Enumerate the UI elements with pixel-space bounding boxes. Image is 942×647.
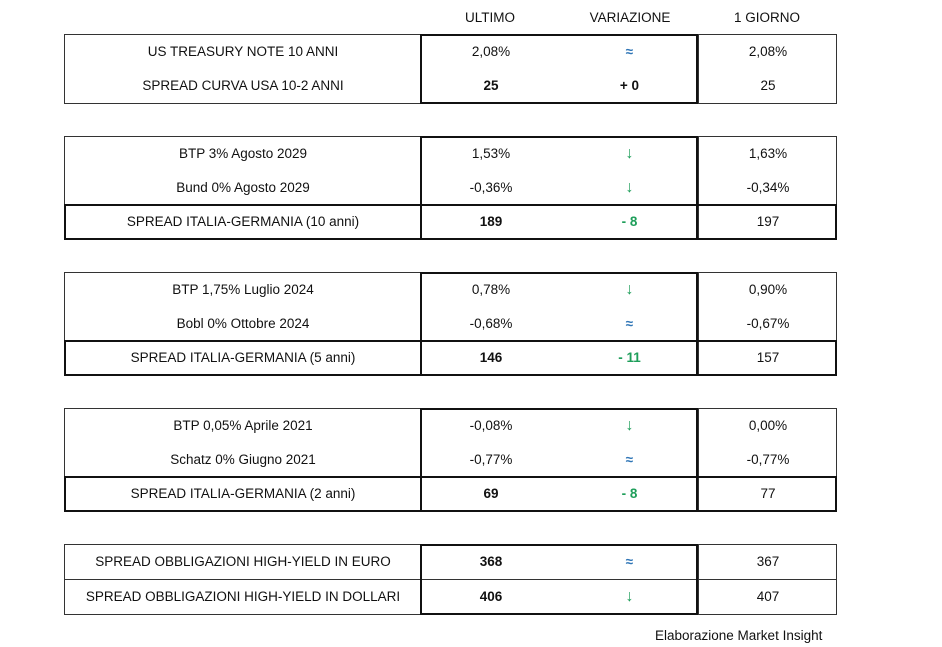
row-label: SPREAD ITALIA-GERMANIA (5 anni) (130, 350, 356, 365)
table-row: SPREAD OBBLIGAZIONI HIGH-YIELD IN DOLLAR… (65, 579, 836, 614)
table-row: Bund 0% Agosto 2029 -0,36% ↓ -0,34% (65, 171, 836, 205)
spread-total-row: SPREAD ITALIA-GERMANIA (2 anni) 69 - 8 7… (64, 476, 837, 512)
values-column-frame (420, 544, 698, 615)
1-giorno-value: 77 (760, 486, 776, 501)
source-footer: Elaborazione Market Insight (655, 628, 823, 643)
row-label: SPREAD CURVA USA 10-2 ANNI (142, 78, 344, 93)
1-giorno-value: -0,34% (746, 180, 790, 195)
ultimo-value: 146 (479, 350, 503, 365)
row-label: SPREAD OBBLIGAZIONI HIGH-YIELD IN EURO (95, 554, 391, 569)
ultimo-value: 189 (479, 214, 503, 229)
arrow-down-icon: ↓ (625, 588, 634, 605)
table-row: SPREAD CURVA USA 10-2 ANNI 25 + 0 25 (65, 69, 836, 103)
table-row: Schatz 0% Giugno 2021 -0,77% ≈ -0,77% (65, 443, 836, 477)
ultimo-value: 368 (479, 554, 503, 569)
variazione-value: + 0 (619, 78, 640, 93)
table-row: BTP 0,05% Aprile 2021 -0,08% ↓ 0,00% (65, 409, 836, 443)
values-column-frame (420, 408, 698, 512)
approx-icon: ≈ (625, 44, 634, 59)
1-giorno-value: 407 (756, 589, 780, 604)
1-giorno-value: 0,00% (748, 418, 788, 433)
ultimo-value: -0,08% (469, 418, 513, 433)
1-giorno-value: 2,08% (748, 44, 788, 59)
header-1-giorno: 1 GIORNO (733, 10, 800, 25)
values-column-frame (420, 34, 698, 104)
ultimo-value: -0,68% (469, 316, 513, 331)
approx-icon: ≈ (625, 452, 634, 467)
variazione-value: - 11 (618, 350, 641, 365)
quote-table: BTP 3% Agosto 2029 1,53% ↓ 1,63% Bund 0% … (64, 136, 837, 240)
row-label: SPREAD ITALIA-GERMANIA (10 anni) (126, 214, 360, 229)
values-column-frame (420, 136, 698, 240)
row-label: BTP 1,75% Luglio 2024 (172, 282, 314, 297)
quote-table: US TREASURY NOTE 10 ANNI 2,08% ≈ 2,08% SP… (64, 34, 837, 104)
header-variazione: VARIAZIONE (589, 10, 671, 25)
ultimo-value: 25 (483, 78, 499, 93)
row-label: BTP 0,05% Aprile 2021 (173, 418, 313, 433)
ultimo-value: 2,08% (471, 44, 511, 59)
ultimo-value: -0,36% (469, 180, 513, 195)
1-giorno-value: 0,90% (748, 282, 788, 297)
1-giorno-value: 25 (760, 78, 776, 93)
ultimo-value: 1,53% (471, 146, 511, 161)
arrow-down-icon: ↓ (625, 179, 634, 196)
ultimo-value: 406 (479, 589, 503, 604)
table-row: Bobl 0% Ottobre 2024 -0,68% ≈ -0,67% (65, 307, 836, 341)
table-row: US TREASURY NOTE 10 ANNI 2,08% ≈ 2,08% (65, 35, 836, 69)
1-giorno-value: 157 (756, 350, 780, 365)
row-label: Bund 0% Agosto 2029 (176, 180, 310, 195)
row-label: Schatz 0% Giugno 2021 (170, 452, 316, 467)
arrow-down-icon: ↓ (625, 145, 634, 162)
variazione-value: - 8 (621, 486, 638, 501)
ultimo-value: -0,77% (469, 452, 513, 467)
row-label: US TREASURY NOTE 10 ANNI (147, 44, 339, 59)
column-divider (698, 409, 699, 511)
approx-icon: ≈ (625, 316, 634, 331)
row-label: SPREAD OBBLIGAZIONI HIGH-YIELD IN DOLLAR… (85, 589, 401, 604)
quote-table: BTP 1,75% Luglio 2024 0,78% ↓ 0,90% Bobl … (64, 272, 837, 376)
values-column-frame (420, 272, 698, 376)
quote-table: SPREAD OBBLIGAZIONI HIGH-YIELD IN EURO 3… (64, 544, 837, 615)
arrow-down-icon: ↓ (625, 417, 634, 434)
spread-total-row: SPREAD ITALIA-GERMANIA (10 anni) 189 - 8… (64, 204, 837, 240)
row-label: Bobl 0% Ottobre 2024 (176, 316, 310, 331)
header-ultimo: ULTIMO (465, 10, 515, 25)
column-divider (698, 137, 699, 239)
row-label: SPREAD ITALIA-GERMANIA (2 anni) (130, 486, 356, 501)
quote-table: BTP 0,05% Aprile 2021 -0,08% ↓ 0,00% Scha… (64, 408, 837, 512)
spread-total-row: SPREAD ITALIA-GERMANIA (5 anni) 146 - 11… (64, 340, 837, 376)
1-giorno-value: 197 (756, 214, 780, 229)
approx-icon: ≈ (625, 554, 634, 569)
1-giorno-value: -0,77% (746, 452, 790, 467)
column-divider (698, 35, 699, 103)
table-row: SPREAD OBBLIGAZIONI HIGH-YIELD IN EURO 3… (65, 545, 836, 579)
column-divider (698, 273, 699, 375)
table-row: BTP 1,75% Luglio 2024 0,78% ↓ 0,90% (65, 273, 836, 307)
1-giorno-value: 367 (756, 554, 780, 569)
1-giorno-value: -0,67% (746, 316, 790, 331)
variazione-value: - 8 (621, 214, 638, 229)
table-row: BTP 3% Agosto 2029 1,53% ↓ 1,63% (65, 137, 836, 171)
ultimo-value: 69 (483, 486, 499, 501)
1-giorno-value: 1,63% (748, 146, 788, 161)
arrow-down-icon: ↓ (625, 281, 634, 298)
row-label: BTP 3% Agosto 2029 (178, 146, 308, 161)
ultimo-value: 0,78% (471, 282, 511, 297)
